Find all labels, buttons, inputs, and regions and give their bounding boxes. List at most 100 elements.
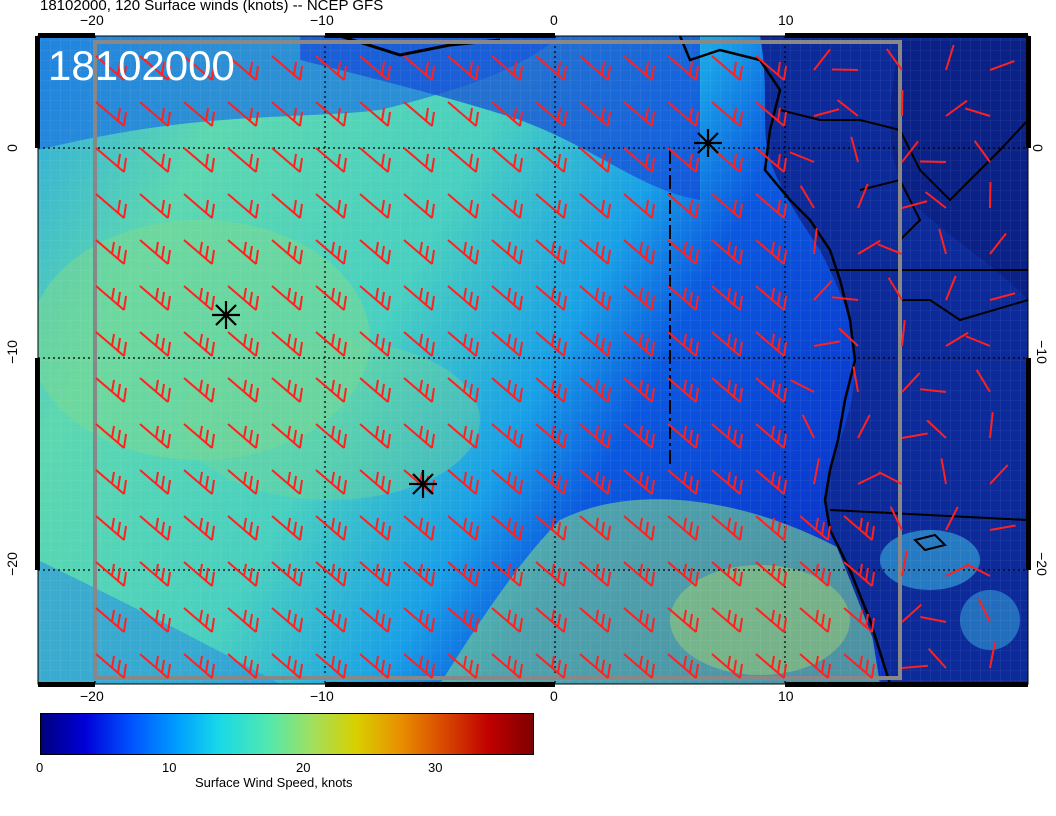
wind-barb-icon	[491, 147, 523, 173]
wind-barb-icon	[789, 151, 815, 163]
wind-barb-icon	[403, 377, 435, 403]
wind-barb-icon	[901, 603, 922, 623]
wind-barb-icon	[920, 616, 947, 623]
wind-barb-icon	[447, 101, 479, 127]
wind-barb-icon	[966, 563, 991, 577]
wind-barb-icon	[579, 515, 611, 541]
wind-barb-icon	[885, 48, 903, 71]
wind-barb-icon	[359, 285, 391, 311]
wind-barb-icon	[183, 239, 215, 265]
wind-barb-icon	[227, 55, 259, 81]
wind-barb-icon	[535, 101, 567, 127]
wind-barb-icon	[938, 228, 947, 255]
wind-barb-icon	[271, 101, 303, 127]
wind-barb-icon	[973, 140, 991, 163]
wind-barb-icon	[579, 331, 611, 357]
wind-barb-icon	[945, 506, 959, 531]
wind-barb-icon	[755, 653, 787, 679]
wind-barb-icon	[535, 193, 567, 219]
wind-barb-icon	[711, 55, 743, 81]
wind-barb-icon	[667, 55, 699, 81]
wind-barb-icon	[271, 193, 303, 219]
wind-barb-icon	[623, 423, 655, 449]
colorbar-tick: 0	[36, 760, 44, 775]
wind-barb-icon	[801, 414, 815, 439]
wind-barb-icon	[989, 642, 996, 669]
wind-barb-icon	[447, 469, 479, 495]
wind-barb-icon	[989, 464, 1009, 485]
wind-barb-icon	[799, 561, 831, 587]
wind-barb-icon	[315, 331, 347, 357]
wind-barb-icon	[579, 147, 611, 173]
wind-barb-icon	[623, 239, 655, 265]
x-tick-bottom: 0	[550, 688, 558, 704]
wind-barb-icon	[491, 101, 523, 127]
wind-barb-icon	[227, 285, 259, 311]
wind-barb-icon	[755, 331, 787, 357]
wind-barb-icon	[579, 653, 611, 679]
wind-barb-icon	[623, 377, 655, 403]
wind-barb-icon	[901, 432, 928, 439]
wind-barb-icon	[447, 561, 479, 587]
wind-barb-icon	[359, 423, 391, 449]
wind-barb-icon	[491, 331, 523, 357]
wind-barb-icon	[755, 469, 787, 495]
wind-barb-icon	[315, 285, 347, 311]
wind-barb-icon	[447, 285, 479, 311]
wind-barb-layer	[95, 44, 1016, 679]
wind-barb-icon	[965, 335, 991, 347]
wind-barb-icon	[271, 239, 303, 265]
wind-barb-icon	[95, 55, 127, 81]
wind-barb-icon	[139, 55, 171, 81]
colorbar-label: Surface Wind Speed, knots	[195, 775, 353, 790]
colorbar	[40, 713, 534, 755]
wind-barb-icon	[271, 653, 303, 679]
wind-barb-icon	[920, 388, 947, 393]
wind-barb-icon	[183, 515, 215, 541]
wind-barb-icon	[95, 147, 127, 173]
wind-barb-icon	[403, 423, 435, 449]
wind-barb-icon	[836, 99, 859, 117]
wind-barb-icon	[403, 55, 435, 81]
x-tick-top: −20	[80, 12, 104, 28]
wind-barb-icon	[95, 285, 127, 311]
wind-barb-icon	[989, 232, 1007, 255]
wind-barb-icon	[975, 369, 991, 393]
wind-barb-icon	[315, 377, 347, 403]
wind-barb-icon	[271, 423, 303, 449]
wind-barb-icon	[271, 377, 303, 403]
wind-barb-icon	[924, 191, 947, 209]
wind-barb-icon	[579, 193, 611, 219]
wind-barb-icon	[579, 469, 611, 495]
wind-barb-icon	[271, 331, 303, 357]
wind-barb-icon	[667, 607, 699, 633]
wind-barb-icon	[271, 285, 303, 311]
wind-barb-icon	[711, 101, 743, 127]
wind-barb-icon	[989, 412, 994, 439]
wind-barb-icon	[926, 419, 947, 439]
wind-barb-icon	[271, 607, 303, 633]
wind-barb-icon	[623, 101, 655, 127]
wind-barb-icon	[843, 561, 875, 587]
wind-barb-icon	[857, 239, 881, 255]
wind-barb-icon	[790, 379, 815, 393]
wind-barb-icon	[139, 331, 171, 357]
wind-barb-icon	[139, 653, 171, 679]
wind-barb-icon	[857, 414, 871, 439]
wind-barb-icon	[755, 55, 787, 81]
wind-barb-icon	[271, 515, 303, 541]
wind-barb-icon	[927, 648, 947, 669]
wind-barb-icon	[878, 471, 903, 485]
wind-barb-icon	[139, 285, 171, 311]
wind-barb-icon	[491, 285, 523, 311]
wind-barb-icon	[95, 607, 127, 633]
wind-barb-icon	[315, 55, 347, 81]
wind-barb-icon	[491, 469, 523, 495]
wind-barb-icon	[139, 607, 171, 633]
wind-barb-icon	[491, 607, 523, 633]
wind-barb-icon	[755, 377, 787, 403]
wind-barb-icon	[945, 44, 955, 71]
wind-barb-icon	[315, 561, 347, 587]
wind-barb-icon	[711, 607, 743, 633]
colorbar-tick: 30	[428, 760, 443, 775]
